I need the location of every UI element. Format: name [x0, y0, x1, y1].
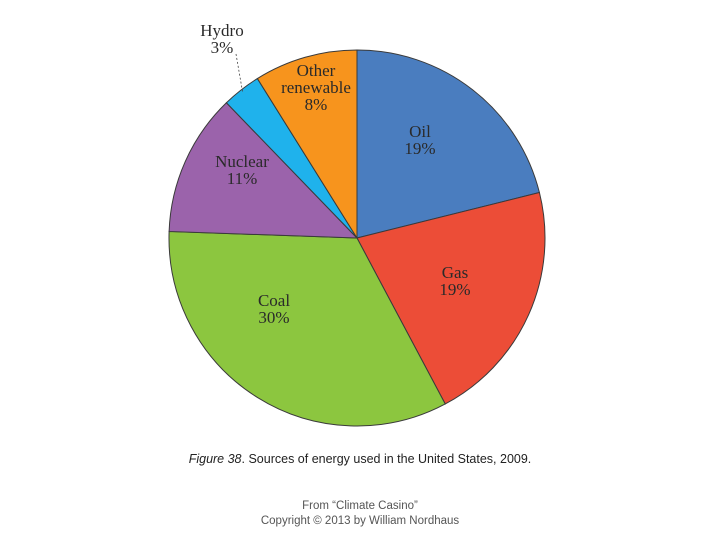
- figure-number: Figure 38: [188, 452, 242, 466]
- pie-slice-gas: [356, 191, 546, 405]
- copyright-credit: From “Climate Casino” Copyright © 2013 b…: [0, 499, 720, 529]
- pie-label-oil: Oil 19%: [404, 122, 435, 158]
- credit-source: From “Climate Casino”: [302, 500, 418, 512]
- credit-copyright: Copyright © 2013 by William Nordhaus: [260, 515, 460, 527]
- leader-line-hydro: [235, 53, 243, 92]
- pie-label-coal: Coal 30%: [258, 291, 290, 327]
- pie-label-hydro: Hydro 3%: [200, 21, 243, 57]
- pie-slice-oil: [356, 49, 541, 239]
- pie-slice-nuclear: [168, 102, 359, 239]
- pie-label-nuclear: Nuclear 11%: [215, 152, 269, 188]
- pie-slice-coal: [168, 230, 446, 427]
- pie-label-gas: Gas 19%: [439, 263, 470, 299]
- pie-label-other-renewable: Other renewable 8%: [281, 61, 351, 114]
- caption-text: . Sources of energy used in the United S…: [241, 452, 532, 466]
- pie-slice-other-renewable: [256, 49, 358, 240]
- figure-caption: Figure 38. Sources of energy used in the…: [0, 452, 720, 466]
